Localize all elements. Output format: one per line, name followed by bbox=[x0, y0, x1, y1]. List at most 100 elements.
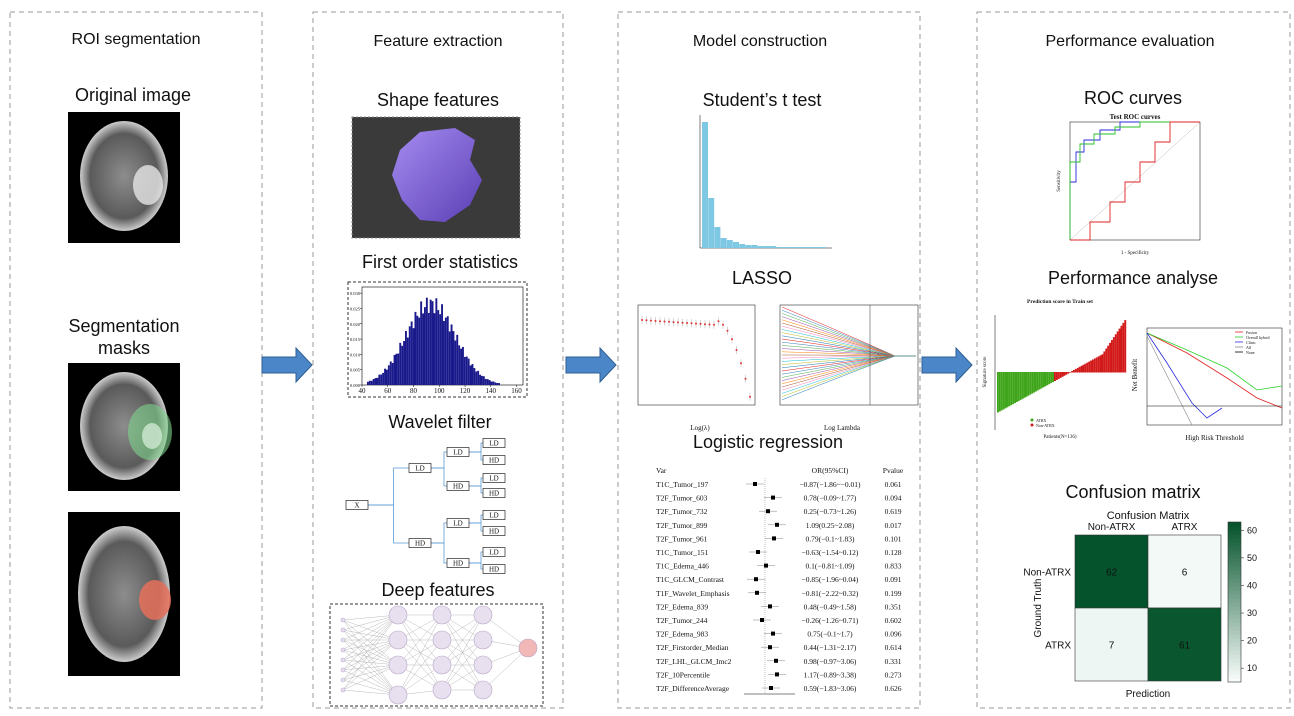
panel-title: Model construction bbox=[693, 33, 827, 50]
colorbar-step bbox=[1228, 562, 1241, 567]
estimate bbox=[769, 686, 773, 690]
tree-label: LD bbox=[453, 520, 462, 528]
plot-title: Confusion Matrix bbox=[1107, 510, 1190, 522]
score-bar bbox=[1105, 349, 1107, 373]
table-cell: −0.26(−1.26~0.71) bbox=[802, 616, 859, 625]
hist-bar bbox=[411, 321, 413, 385]
colorbar-step bbox=[1228, 670, 1241, 675]
col-label: ATRX bbox=[1172, 522, 1198, 533]
table-cell: T2F_Firstorder_Median bbox=[656, 643, 729, 652]
panel-title: Feature extraction bbox=[374, 33, 503, 50]
colorbar-step bbox=[1228, 662, 1241, 667]
colorbar-step bbox=[1228, 606, 1241, 611]
score-bar bbox=[1048, 372, 1050, 384]
score-bar bbox=[1086, 363, 1088, 373]
score-bar bbox=[1035, 372, 1037, 392]
hist-bar bbox=[496, 383, 498, 385]
subtitle: Segmentationmasks bbox=[68, 316, 179, 358]
hist-bar bbox=[375, 378, 377, 385]
hist-bar bbox=[418, 318, 420, 385]
point bbox=[646, 319, 648, 321]
point bbox=[682, 322, 684, 324]
tree-label: LD bbox=[489, 475, 498, 483]
hist-bar bbox=[422, 313, 424, 385]
hist-bar bbox=[487, 379, 489, 385]
table-cell: 0.1(−0.81~1.09) bbox=[806, 562, 855, 571]
score-bar bbox=[1100, 355, 1102, 372]
point bbox=[677, 321, 679, 323]
hist-bar bbox=[489, 380, 491, 385]
hist-bar bbox=[485, 379, 487, 385]
hist-bar bbox=[397, 354, 399, 385]
tree-label: HD bbox=[489, 566, 499, 574]
score-bar bbox=[1027, 372, 1029, 396]
hist-bar bbox=[416, 316, 418, 385]
table-cell: 0.25(−0.73~1.26) bbox=[804, 507, 857, 516]
tree-label: LD bbox=[415, 465, 424, 473]
point bbox=[749, 396, 751, 398]
logistic-table: VarOR(95%CI)PvalueT1C_Tumor_197−0.87(−1.… bbox=[656, 466, 904, 694]
table-cell: T2F_Tumor_244 bbox=[656, 616, 708, 625]
nn-node bbox=[474, 606, 492, 624]
table-cell: T2F_Edema_839 bbox=[656, 602, 708, 611]
hist-bar bbox=[739, 244, 745, 248]
hist-bar bbox=[475, 371, 477, 385]
score-bar bbox=[997, 372, 999, 413]
lesion bbox=[133, 165, 163, 205]
hist-bar bbox=[462, 347, 464, 385]
axis-label: Net Benefit bbox=[1131, 359, 1139, 392]
table-cell: 0.48(−0.49~1.58) bbox=[804, 602, 857, 611]
tree-label: HD bbox=[489, 528, 499, 536]
colorbar-step bbox=[1228, 546, 1241, 551]
estimate bbox=[774, 659, 778, 663]
hist-bar bbox=[443, 321, 445, 385]
axis-label: Log(λ) bbox=[690, 424, 710, 432]
tick-label: 140 bbox=[486, 387, 497, 395]
colorbar-step bbox=[1228, 658, 1241, 663]
hist-bar bbox=[752, 245, 758, 248]
hist-bar bbox=[491, 382, 493, 385]
point bbox=[686, 322, 688, 324]
point bbox=[664, 321, 666, 323]
axis-label: High Risk Threshold bbox=[1185, 434, 1244, 442]
estimate bbox=[775, 672, 779, 676]
first-order-histogram: 4060801001201401600.0000.0050.0100.0150.… bbox=[350, 287, 523, 395]
nn-node bbox=[389, 686, 407, 704]
hist-bar bbox=[384, 369, 386, 385]
colorbar-step bbox=[1228, 578, 1241, 583]
figure: ROI segmentation Original image Segmenta… bbox=[0, 0, 1294, 711]
score-bar bbox=[1018, 372, 1020, 401]
tree-edge bbox=[469, 563, 483, 569]
score-bar bbox=[1052, 372, 1054, 382]
point bbox=[731, 338, 733, 340]
confusion-matrix: Confusion MatrixNon-ATRXNon-ATRXATRXATRX… bbox=[1023, 510, 1257, 700]
colorbar-step bbox=[1228, 566, 1241, 571]
tick-label: 0.020 bbox=[350, 322, 361, 327]
hist-bar bbox=[460, 349, 462, 385]
score-bar bbox=[1020, 372, 1022, 400]
estimate bbox=[753, 482, 757, 486]
point bbox=[655, 320, 657, 322]
subtitle: First order statistics bbox=[362, 252, 518, 272]
estimate bbox=[768, 645, 772, 649]
coef-path bbox=[782, 329, 916, 356]
shape-render bbox=[352, 117, 520, 238]
estimate bbox=[766, 509, 770, 513]
table-cell: 0.59(−1.83~3.06) bbox=[804, 684, 857, 693]
table-cell: 0.614 bbox=[885, 643, 902, 652]
tree-edge bbox=[469, 443, 483, 452]
score-bar bbox=[1010, 372, 1012, 405]
score-bar bbox=[1077, 368, 1079, 373]
table-cell: 0.128 bbox=[885, 548, 902, 557]
tree-edge bbox=[469, 515, 483, 523]
table-cell: T2F_10Percentile bbox=[656, 670, 710, 679]
plot-title: Prediction score in Train set bbox=[1027, 299, 1093, 305]
tree-edge bbox=[368, 505, 409, 543]
score-bar bbox=[1046, 372, 1048, 385]
colorbar-step bbox=[1228, 626, 1241, 631]
subtitle: Deep features bbox=[381, 580, 494, 600]
coef-path bbox=[782, 356, 916, 400]
point bbox=[736, 349, 738, 351]
hist-bar bbox=[733, 242, 739, 248]
score-bar bbox=[1067, 372, 1069, 374]
